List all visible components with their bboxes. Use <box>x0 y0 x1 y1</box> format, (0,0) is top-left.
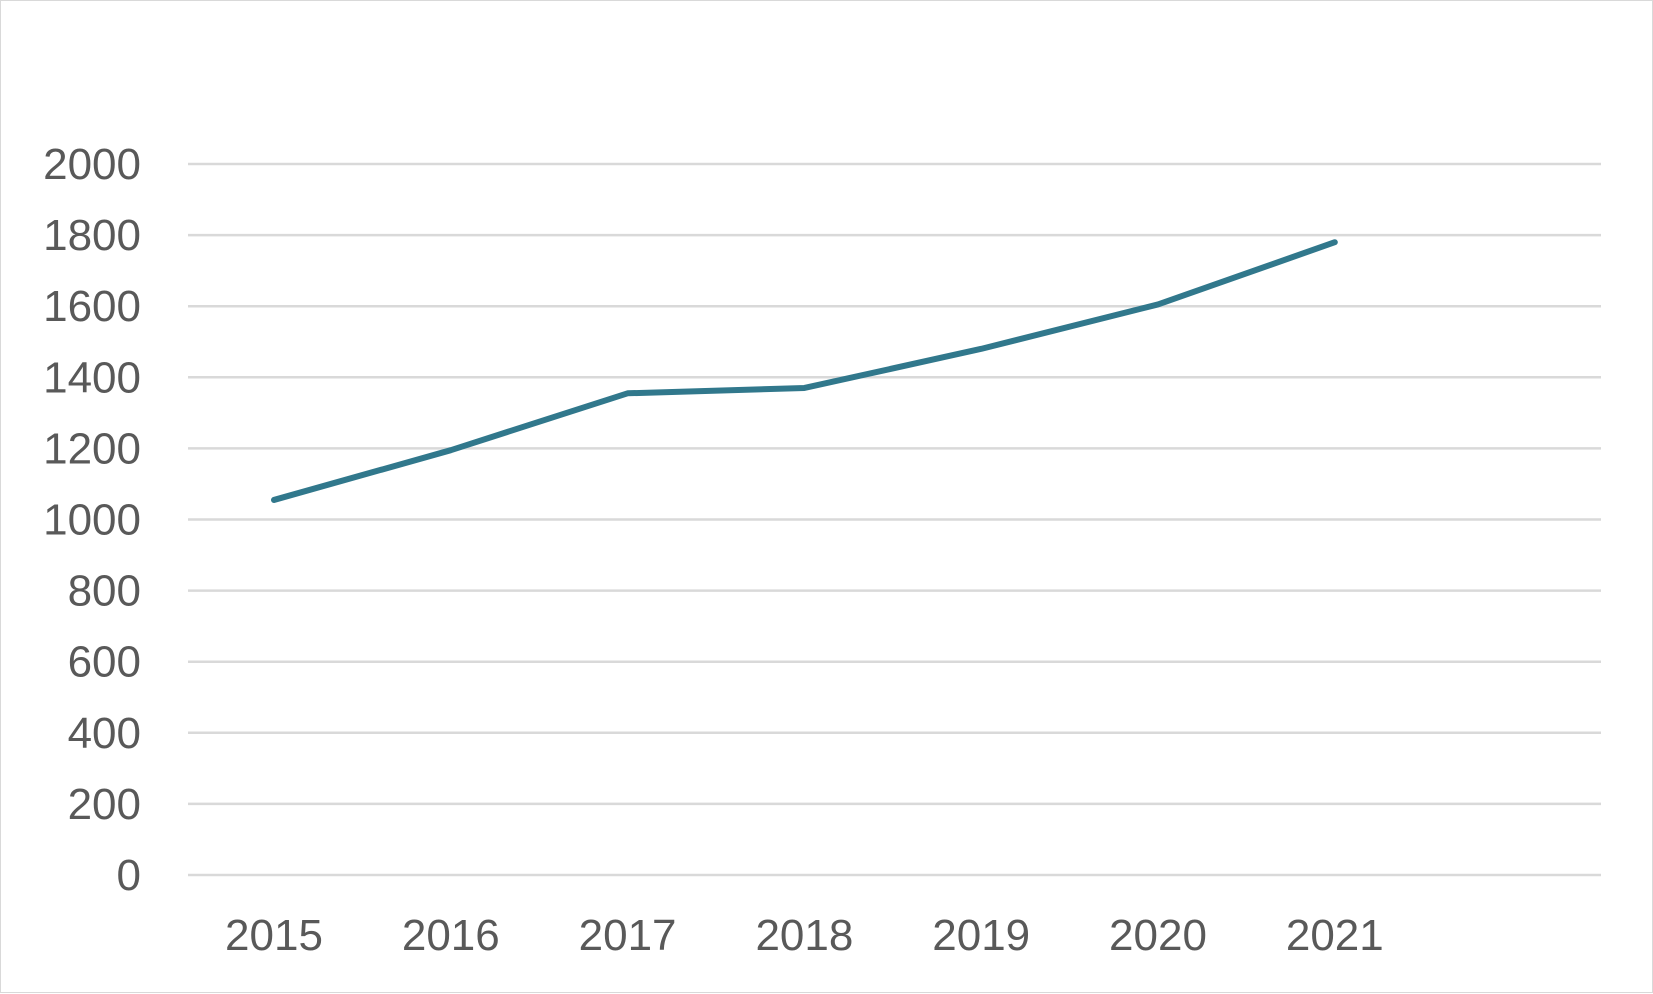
data-point <box>1334 241 1336 243</box>
x-tick-label: 2019 <box>932 911 1030 960</box>
data-point <box>803 387 805 389</box>
y-tick-label: 800 <box>68 567 141 616</box>
data-point <box>273 499 275 501</box>
y-tick-label: 1200 <box>43 424 141 473</box>
data-point <box>450 449 452 451</box>
x-tick-label: 2017 <box>579 911 677 960</box>
y-tick-label: 600 <box>68 638 141 687</box>
data-point <box>627 392 629 394</box>
x-tick-label: 2016 <box>402 911 500 960</box>
y-tick-label: 1800 <box>43 211 141 260</box>
x-tick-label: 2020 <box>1109 911 1207 960</box>
y-tick-label: 200 <box>68 780 141 829</box>
series-group <box>271 239 1338 503</box>
y-tick-label: 400 <box>68 709 141 758</box>
y-tick-label: 0 <box>117 851 141 900</box>
x-tick-label: 2021 <box>1286 911 1384 960</box>
data-point <box>980 348 982 350</box>
series-line <box>271 239 1338 503</box>
y-axis: 0 200 400 600 800 1000 1200 1400 1600 1800 2000 <box>43 140 141 900</box>
x-axis: 2015 2016 2017 2018 2019 2020 2021 <box>225 911 1384 960</box>
data-point <box>1157 303 1159 305</box>
y-tick-label: 1000 <box>43 496 141 545</box>
gridlines <box>188 162 1601 877</box>
y-tick-label: 1600 <box>43 282 141 331</box>
x-tick-label: 2015 <box>225 911 323 960</box>
y-tick-label: 2000 <box>43 140 141 189</box>
x-tick-label: 2018 <box>755 911 853 960</box>
y-tick-label: 1400 <box>43 353 141 402</box>
